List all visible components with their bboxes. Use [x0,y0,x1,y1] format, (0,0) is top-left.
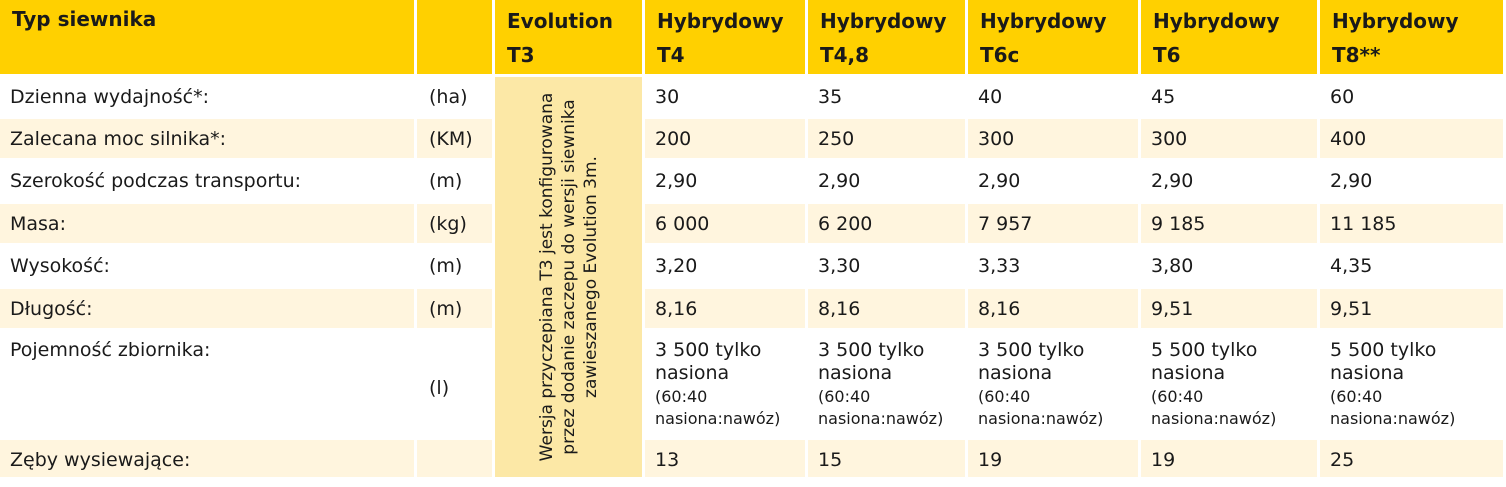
cell-value: 19 [1141,440,1320,480]
cell-value: 30 [645,77,808,119]
row-label: Zalecana moc silnika*: [0,119,417,161]
row-label: Zęby wysiewające: [0,440,417,480]
cell-value: 2,90 [645,161,808,204]
header-type: Typ siewnika [0,0,417,77]
cell-value: 35 [808,77,968,119]
cell-value: 6 200 [808,204,968,246]
cell-value: 250 [808,119,968,161]
row-label: Długość: [0,289,417,331]
header-model-t8: Hybrydowy T8** [1320,0,1506,77]
cell-value: 200 [645,119,808,161]
header-model-t6c: Hybrydowy T6c [968,0,1141,77]
cell-value: 3 500 tylko nasiona (60:40 nasiona:nawóz) [808,331,968,440]
t3-note-cell: Wersja przyczepiana T3 jest konfigurowan… [495,77,645,480]
cell-value: 8,16 [808,289,968,331]
row-label: Masa: [0,204,417,246]
table-row: Długość: (m) 8,16 8,16 8,16 9,51 9,51 [0,289,1506,331]
cell-value: 2,90 [968,161,1141,204]
cell-value: 5 500 tylko nasiona (60:40 nasiona:nawóz) [1320,331,1506,440]
cell-value: 11 185 [1320,204,1506,246]
row-unit: (m) [417,161,495,204]
cell-value: 3,20 [645,246,808,289]
cell-value: 3 500 tylko nasiona (60:40 nasiona:nawóz) [645,331,808,440]
header-model-t3: Evolution T3 [495,0,645,77]
cell-value: 300 [968,119,1141,161]
row-label: Szerokość podczas transportu: [0,161,417,204]
cell-value: 3,30 [808,246,968,289]
row-label: Dzienna wydajność*: [0,77,417,119]
cell-value: 25 [1320,440,1506,480]
row-unit: (kg) [417,204,495,246]
cell-value: 6 000 [645,204,808,246]
header-model-t6: Hybrydowy T6 [1141,0,1320,77]
table-row: Wysokość: (m) 3,20 3,30 3,33 3,80 4,35 [0,246,1506,289]
cell-value: 300 [1141,119,1320,161]
row-unit: (m) [417,246,495,289]
row-unit: (m) [417,289,495,331]
table-row: Masa: (kg) 6 000 6 200 7 957 9 185 11 18… [0,204,1506,246]
row-unit: (ha) [417,77,495,119]
cell-value: 9 185 [1141,204,1320,246]
table-row-teeth: Zęby wysiewające: 13 15 19 19 25 [0,440,1506,480]
cell-value: 400 [1320,119,1506,161]
cell-value: 8,16 [645,289,808,331]
cell-value: 2,90 [808,161,968,204]
cell-value: 8,16 [968,289,1141,331]
cell-value: 4,35 [1320,246,1506,289]
cell-value: 2,90 [1320,161,1506,204]
table-row: Dzienna wydajność*: (ha) Wersja przyczep… [0,77,1506,480]
table-row-capacity: Pojemność zbiornika: (l) 3 500 tylko nas… [0,331,1506,440]
row-label: Pojemność zbiornika: [0,331,417,440]
header-model-t4: Hybrydowy T4 [645,0,808,77]
cell-value: 19 [968,440,1141,480]
row-unit [417,440,495,480]
cell-value: 3,80 [1141,246,1320,289]
cell-value: 9,51 [1320,289,1506,331]
cell-value: 3,33 [968,246,1141,289]
cell-value: 9,51 [1141,289,1320,331]
cell-value: 60 [1320,77,1506,119]
row-unit: (KM) [417,119,495,161]
cell-value: 2,90 [1141,161,1320,204]
header-unit [417,0,495,77]
cell-value: 45 [1141,77,1320,119]
cell-value: 5 500 tylko nasiona (60:40 nasiona:nawóz) [1141,331,1320,440]
table-row: Zalecana moc silnika*: (KM) 200 250 300 … [0,119,1506,161]
row-label: Wysokość: [0,246,417,289]
table-row: Szerokość podczas transportu: (m) 2,90 2… [0,161,1506,204]
header-model-t48: Hybrydowy T4,8 [808,0,968,77]
cell-value: 7 957 [968,204,1141,246]
cell-value: 15 [808,440,968,480]
cell-value: 3 500 tylko nasiona (60:40 nasiona:nawóz) [968,331,1141,440]
t3-note: Wersja przyczepiana T3 jest konfigurowan… [536,92,601,462]
row-unit: (l) [417,331,495,440]
cell-value: 13 [645,440,808,480]
cell-value: 40 [968,77,1141,119]
header-row: Typ siewnika Evolution T3 Hybrydowy T4 Hyb… [0,0,1506,77]
